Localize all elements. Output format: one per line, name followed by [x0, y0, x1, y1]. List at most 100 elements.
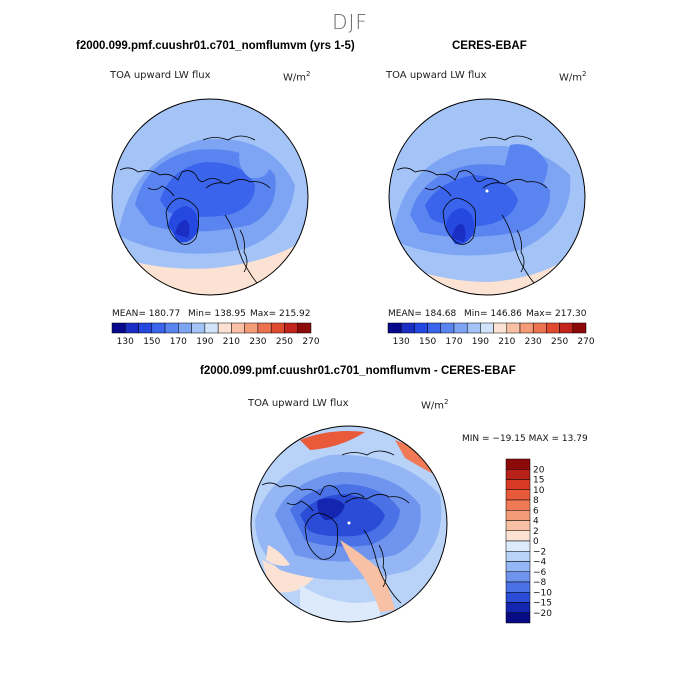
colorbar-swatch: [138, 322, 153, 334]
panel3-minmax: MIN = −19.15 MAX = 13.79: [462, 434, 588, 444]
colorbar-swatch: [505, 540, 531, 552]
colorbar1: 130 150 170 190 210 230 250 270: [111, 322, 320, 347]
colorbar-tick-label: −8: [533, 578, 547, 588]
colorbar-swatch: [297, 322, 312, 334]
colorbar-tick-label: 130: [393, 337, 410, 347]
colorbar-tick-label: 8: [533, 496, 539, 506]
colorbar-swatch: [532, 322, 547, 334]
colorbar-tick-label: 210: [498, 337, 515, 347]
map1-coastlines: [119, 135, 271, 289]
colorbar-swatch: [505, 479, 531, 490]
colorbar-swatch: [231, 322, 245, 334]
colorbar-swatch: [466, 322, 481, 334]
colorbar-tick-label: 210: [223, 337, 240, 347]
colorbar-swatch: [400, 322, 415, 334]
colorbar-tick-label: 230: [525, 337, 542, 347]
colorbar-swatch: [505, 530, 531, 542]
panel2-min: Min= 146.86: [464, 309, 522, 319]
colorbar-swatch: [505, 458, 531, 470]
colorbar-swatch: [217, 322, 232, 334]
colorbar-tick-label: −6: [533, 568, 547, 578]
panel1-min: Min= 138.95: [188, 309, 246, 319]
colorbar-swatch: [572, 322, 587, 334]
panel2-max: Max= 217.30: [526, 309, 587, 319]
colorbar-swatch: [480, 322, 494, 334]
colorbar-swatch: [505, 561, 531, 572]
colorbar-swatch: [493, 322, 508, 334]
colorbar-tick-label: 170: [445, 337, 462, 347]
colorbar-tick-label: −4: [533, 558, 547, 568]
panel1-title: f2000.099.pmf.cuushr01.c701_nomflumvm (y…: [76, 40, 355, 52]
colorbar-swatch: [453, 322, 468, 334]
colorbar2: 130 150 170 190 210 230 250 270: [387, 322, 595, 347]
colorbar-swatch: [204, 322, 219, 334]
colorbar-swatch: [506, 322, 521, 334]
colorbar-swatch: [505, 469, 531, 480]
panel2-variable: TOA upward LW flux: [386, 70, 487, 81]
colorbar-swatch: [284, 322, 298, 334]
colorbar-swatch: [505, 571, 531, 583]
map2-border: [388, 98, 586, 296]
map3-field: [251, 426, 447, 622]
colorbar-tick-label: 270: [302, 337, 319, 347]
colorbar-tick-label: 270: [577, 337, 594, 347]
colorbar-tick-label: 130: [117, 337, 134, 347]
colorbar-swatch: [505, 592, 531, 603]
colorbar-tick-label: 190: [472, 337, 489, 347]
colorbar-swatch: [427, 322, 442, 334]
map3-border: [250, 425, 448, 623]
colorbar-swatch: [505, 510, 531, 521]
colorbar-swatch: [505, 612, 531, 624]
season-title: DJF: [332, 10, 368, 34]
panel2-title: CERES-EBAF: [452, 40, 527, 52]
colorbar-tick-label: −10: [533, 588, 552, 598]
colorbar-swatch: [414, 322, 428, 334]
panel1-max: Max= 215.92: [250, 309, 311, 319]
colorbar-tick-label: 170: [170, 337, 187, 347]
colorbar-tick-label: −2: [533, 547, 546, 557]
colorbar-swatch: [505, 520, 531, 531]
colorbar-tick-label: 230: [249, 337, 266, 347]
colorbar-swatch: [257, 322, 272, 334]
colorbar-swatch: [387, 322, 402, 334]
colorbar-tick-label: 190: [196, 337, 213, 347]
colorbar-tick-label: 15: [533, 476, 544, 486]
colorbar-tick-label: 250: [276, 337, 293, 347]
colorbar-tick-label: 4: [533, 517, 539, 527]
colorbar-tick-label: −15: [533, 599, 552, 609]
colorbar-tick-label: 2: [533, 527, 539, 537]
panel1-units: W/m2: [283, 70, 311, 84]
colorbar-swatch: [178, 322, 192, 334]
map2-field: [389, 99, 585, 295]
panel2-units: W/m2: [559, 70, 587, 84]
colorbar-tick-label: 150: [143, 337, 160, 347]
panel3-units: W/m2: [421, 398, 449, 412]
colorbar-swatch: [164, 322, 179, 334]
map1-field: [112, 99, 308, 295]
colorbar-swatch: [111, 322, 126, 334]
colorbar-swatch: [151, 322, 166, 334]
colorbar-tick-label: 6: [533, 506, 539, 516]
colorbar-swatch: [191, 322, 206, 334]
colorbar-swatch: [546, 322, 560, 334]
colorbar-tick-label: 10: [533, 486, 545, 496]
map2-coastlines: [396, 135, 548, 289]
colorbar-swatch: [505, 499, 531, 511]
colorbar-swatch: [125, 322, 139, 334]
colorbar-swatch: [505, 602, 531, 613]
colorbar-tick-label: 250: [551, 337, 568, 347]
colorbar-swatch: [244, 322, 259, 334]
panel1-mean: MEAN= 180.77: [112, 309, 181, 319]
colorbar-tick-label: 150: [419, 337, 436, 347]
colorbar-swatch: [505, 551, 531, 562]
colorbar-tick-label: −20: [533, 609, 552, 619]
colorbar-swatch: [270, 322, 285, 334]
panel2-mean: MEAN= 184.68: [388, 309, 457, 319]
colorbar-swatch: [559, 322, 574, 334]
map2-pole-marker: [485, 189, 489, 193]
colorbar-swatch: [519, 322, 534, 334]
colorbar-swatch: [505, 581, 531, 593]
